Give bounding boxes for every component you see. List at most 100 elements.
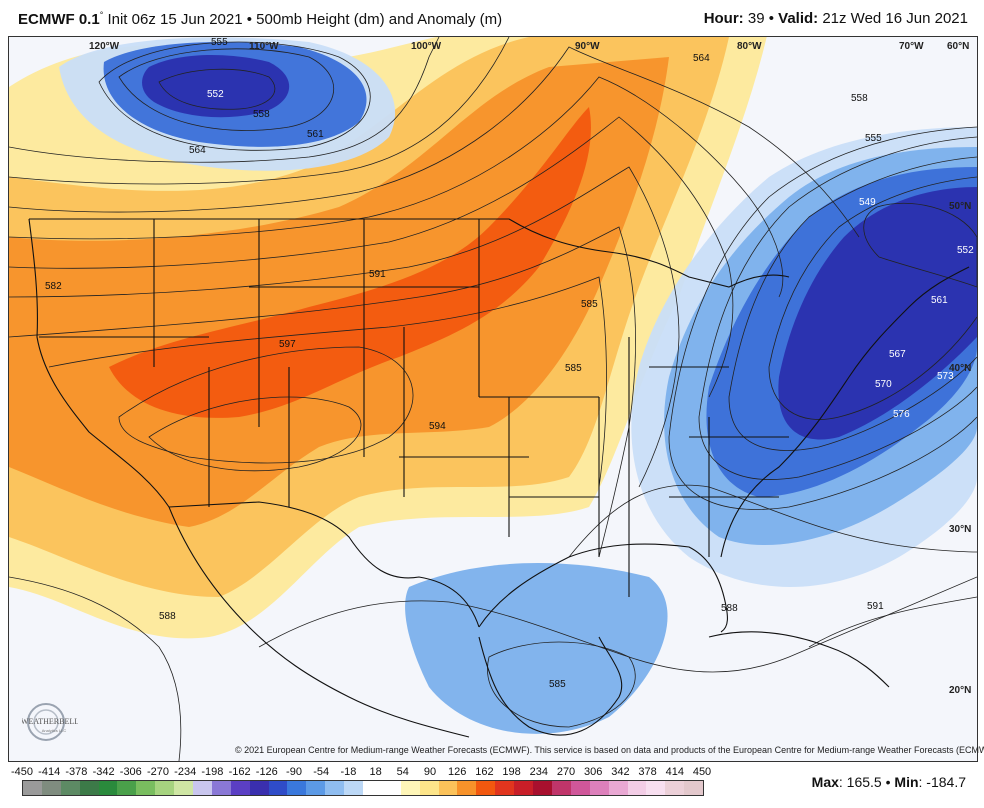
colorbar-tick-label: 198 xyxy=(502,766,521,778)
colorbar-tick-label: -414 xyxy=(38,766,61,778)
contour-line xyxy=(9,576,182,761)
colorbar-tick-label: -450 xyxy=(10,766,34,778)
contour-line xyxy=(668,126,977,510)
max-value: : 165.5 • xyxy=(838,774,895,790)
colorbar-swatch xyxy=(287,781,307,795)
contour-label: 588 xyxy=(159,611,176,622)
yucatan xyxy=(478,636,623,736)
valid-time: Hour: 39 • Valid: 21z Wed 16 Jun 2021 xyxy=(704,10,968,27)
colorbar-swatch xyxy=(174,781,194,795)
min-label: Min xyxy=(894,774,919,790)
colorbar-swatch xyxy=(514,781,534,795)
colorbar-swatch xyxy=(646,781,666,795)
colorbar-tick-label: -342 xyxy=(92,766,115,778)
contour-line xyxy=(728,156,977,451)
contour-label: 564 xyxy=(189,145,206,156)
colorbar-swatch xyxy=(476,781,496,795)
colorbar-swatch xyxy=(344,781,364,795)
colorbar-swatch xyxy=(665,781,685,795)
colorbar-swatch xyxy=(79,781,99,795)
contour-line xyxy=(118,346,414,464)
us-mexico-border xyxy=(168,501,480,628)
colorbar-tick-label: -234 xyxy=(174,766,197,778)
colorbar-tick-label: 270 xyxy=(556,766,576,778)
colorbar-tick-label: 414 xyxy=(665,766,684,778)
us-canada-border xyxy=(29,218,790,288)
contour-line xyxy=(9,166,680,488)
political-boundaries xyxy=(28,218,970,738)
contour-line xyxy=(9,37,440,163)
data-credit: © 2021 European Centre for Medium-range … xyxy=(235,745,984,755)
gulf-trough-edge-shading xyxy=(405,563,668,734)
contour-label: 594 xyxy=(429,421,446,432)
contour-label: 558 xyxy=(253,109,270,120)
contour-label: 582 xyxy=(45,281,62,292)
colorbar-swatch xyxy=(155,781,175,795)
gulf-coast xyxy=(478,543,728,633)
lat-label: 30°N xyxy=(949,524,971,535)
colorbar-swatch xyxy=(41,781,61,795)
colorbar-swatch xyxy=(249,781,269,795)
contour-line xyxy=(808,596,977,648)
model-name: ECMWF 0.1 xyxy=(18,11,100,28)
min-value: : -184.7 xyxy=(918,774,966,790)
colorbar-tick-label: -90 xyxy=(286,766,302,778)
ridge-core-shading xyxy=(109,107,591,418)
colorbar-tick-label: 54 xyxy=(396,766,409,778)
lat-label: 20°N xyxy=(949,685,971,696)
contour-label: 588 xyxy=(721,603,738,614)
contour-line xyxy=(863,202,977,288)
colorbar: -450 -414 -378 -342 -306 -270 -234 -198 -162 -126… xyxy=(8,764,984,808)
contour-line xyxy=(98,41,371,151)
colorbar-swatch xyxy=(268,781,288,795)
lon-label: 70°W xyxy=(899,41,924,52)
colorbar-tick-label: -18 xyxy=(340,766,357,778)
contour-line xyxy=(9,226,636,558)
logo-text: WEATHERBELL xyxy=(22,717,78,726)
contour-line xyxy=(698,136,977,480)
contour-line xyxy=(48,276,607,488)
colorbar-swatch xyxy=(457,781,477,795)
contour-label: 591 xyxy=(369,269,386,280)
contour-label: 585 xyxy=(581,299,598,310)
contour-label: 552 xyxy=(207,89,224,100)
contour-line xyxy=(9,46,860,238)
colorbar-tick-label: -54 xyxy=(313,766,330,778)
contour-label: 552 xyxy=(957,245,974,256)
max-min-readout: Max: 165.5 • Min: -184.7 xyxy=(812,774,966,790)
colorbar-tick-label: 306 xyxy=(584,766,603,778)
colorbar-tick-label: -162 xyxy=(228,766,251,778)
contour-label: 576 xyxy=(893,409,910,420)
lon-label: 80°W xyxy=(737,41,762,52)
colorbar-swatch xyxy=(627,781,647,795)
logo-graphic: WEATHERBELL Analytics LLC xyxy=(21,703,79,741)
lon-label: 120°W xyxy=(89,41,120,52)
colorbar-swatch xyxy=(684,781,704,795)
contour-label: 561 xyxy=(931,295,948,306)
valid-label: Valid: xyxy=(778,10,819,27)
lat-label: 40°N xyxy=(949,363,971,374)
colorbar-tick-label: 90 xyxy=(423,766,437,778)
weatherbell-logo: WEATHERBELL Analytics LLC xyxy=(21,700,79,744)
header: ECMWF 0.1° Init 06z 15 Jun 2021 • 500mb … xyxy=(0,0,984,36)
contour-label: 555 xyxy=(211,37,228,48)
lon-label: 110°W xyxy=(249,41,279,52)
colorbar-tick-label: -306 xyxy=(119,766,142,778)
graticule-labels: 120°W 110°W 100°W 90°W 80°W 70°W 60°N 50… xyxy=(89,41,971,696)
lat-label: 50°N xyxy=(949,201,971,212)
colorbar-tick-label: 342 xyxy=(611,766,630,778)
chart-title: ECMWF 0.1° Init 06z 15 Jun 2021 • 500mb … xyxy=(18,10,502,28)
logo-sub: Analytics LLC xyxy=(42,728,67,733)
valid-value: 21z Wed 16 Jun 2021 xyxy=(818,10,968,27)
lon-label: 90°W xyxy=(575,41,600,52)
hour-label: Hour: xyxy=(703,10,744,27)
contour-label: 567 xyxy=(889,349,906,360)
degree-symbol: ° xyxy=(99,10,104,20)
contour-label: 570 xyxy=(875,379,892,390)
colorbar-swatch xyxy=(98,781,118,795)
contour-label: 564 xyxy=(693,53,710,64)
colorbar-swatch xyxy=(60,781,80,795)
colorbar-swatch xyxy=(589,781,609,795)
colorbar-tick-label: -198 xyxy=(201,766,224,778)
contour-line xyxy=(9,116,734,398)
